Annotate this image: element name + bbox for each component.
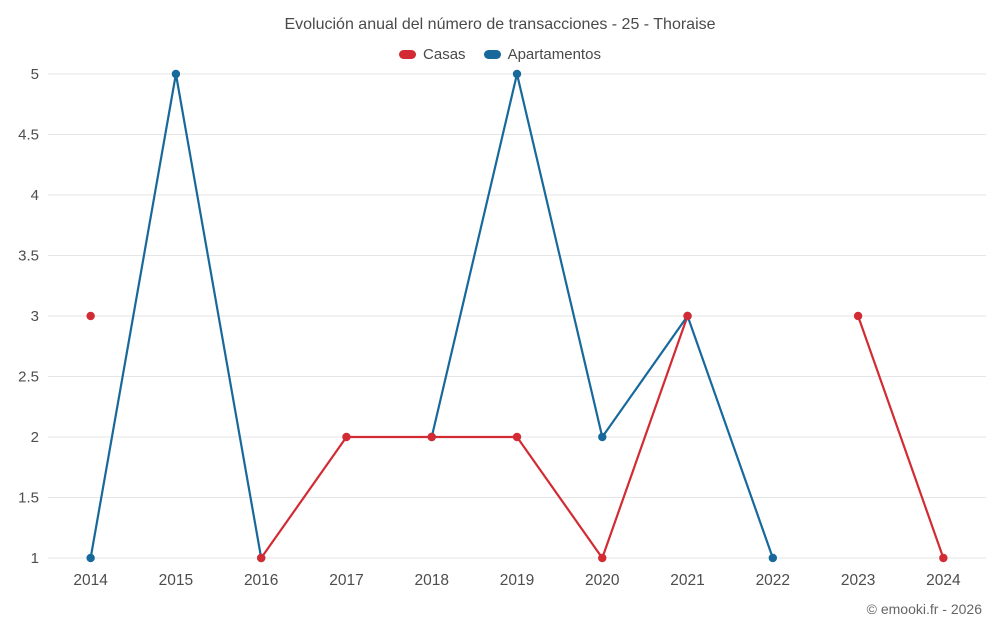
y-tick-label: 1 <box>31 550 39 567</box>
data-point-apartamentos[interactable] <box>512 69 522 79</box>
legend-label: Apartamentos <box>507 46 601 63</box>
x-tick-label: 2018 <box>414 572 448 589</box>
legend-marker-apartamentos <box>483 50 501 59</box>
x-tick-label: 2015 <box>159 572 193 589</box>
x-tick-label: 2022 <box>756 572 790 589</box>
legend-item-apartamentos[interactable]: Apartamentos <box>483 46 601 63</box>
y-tick-label: 4.5 <box>18 127 39 144</box>
chart-title: Evolución anual del número de transaccio… <box>284 16 716 33</box>
y-tick-label: 1.5 <box>18 490 39 507</box>
data-point-casas[interactable] <box>86 311 95 321</box>
series-line-casas <box>856 314 945 560</box>
x-tick-label: 2016 <box>244 572 278 589</box>
y-tick-label: 4 <box>31 187 39 204</box>
data-point-apartamentos[interactable] <box>86 553 95 563</box>
legend-marker-casas <box>399 50 417 59</box>
x-tick-label: 2017 <box>329 572 363 589</box>
data-point-casas[interactable] <box>939 553 948 563</box>
x-tick-label: 2024 <box>926 572 961 589</box>
y-tick-label: 2.5 <box>18 369 39 386</box>
watermark: © emooki.fr - 2026 <box>866 601 982 617</box>
data-point-casas[interactable] <box>853 311 863 321</box>
data-point-apartamentos[interactable] <box>768 553 778 563</box>
x-tick-label: 2019 <box>500 572 534 589</box>
data-point-casas[interactable] <box>427 432 436 442</box>
x-tick-label: 2014 <box>73 572 108 589</box>
data-point-casas[interactable] <box>342 432 351 442</box>
legend-label: Casas <box>423 46 466 63</box>
data-point-casas[interactable] <box>598 553 607 563</box>
data-point-casas[interactable] <box>512 432 522 442</box>
x-tick-label: 2023 <box>841 572 875 589</box>
data-point-casas[interactable] <box>683 311 692 321</box>
data-point-apartamentos[interactable] <box>171 69 181 79</box>
data-point-casas[interactable] <box>256 553 266 563</box>
y-tick-label: 3.5 <box>18 248 39 265</box>
legend-item-casas[interactable]: Casas <box>399 46 466 63</box>
y-tick-label: 2 <box>31 429 39 446</box>
data-point-apartamentos[interactable] <box>598 432 607 442</box>
y-tick-label: 5 <box>31 66 39 83</box>
y-tick-label: 3 <box>31 308 39 325</box>
chart-legend: Casas Apartamentos <box>0 46 1000 63</box>
x-tick-label: 2021 <box>670 572 704 589</box>
x-tick-label: 2020 <box>585 572 620 589</box>
series-line-casas <box>260 314 689 560</box>
